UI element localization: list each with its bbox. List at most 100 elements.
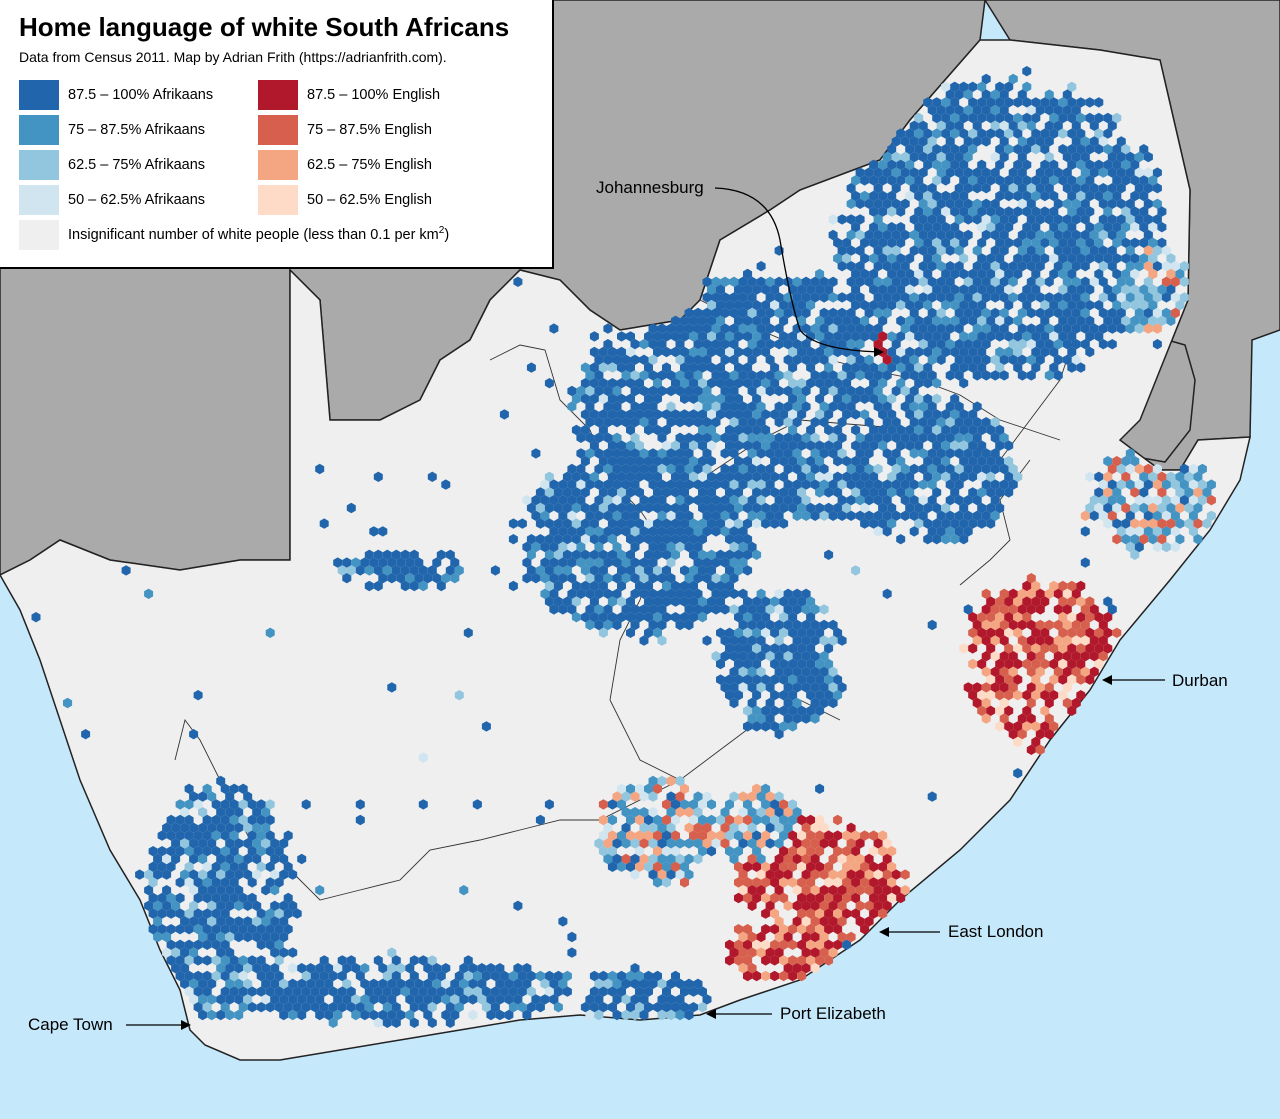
hexagon-cell	[522, 495, 532, 506]
hexagon-cell	[842, 471, 852, 482]
hexagon-cell	[981, 307, 991, 319]
hexagon-cell	[891, 354, 901, 365]
hexagon-cell	[567, 401, 577, 412]
hexagon-cell	[950, 112, 960, 124]
hexagon-cell	[977, 456, 987, 467]
hexagon-cell	[954, 526, 964, 537]
hexagon-cell	[707, 471, 716, 482]
hexagon-cell	[923, 222, 933, 233]
hexagon-cell	[626, 346, 635, 358]
hexagon-cell	[1049, 159, 1059, 170]
hexagon-cell	[1139, 237, 1149, 248]
hexagon-cell	[684, 385, 694, 397]
hexagon-cell	[972, 276, 982, 287]
hexagon-cell	[1157, 237, 1167, 248]
hexagon-cell	[711, 276, 721, 287]
hexagon-cell	[1193, 471, 1203, 482]
hexagon-cell	[598, 393, 608, 404]
hexagon-cell	[698, 346, 707, 358]
hexagon-cell	[1031, 190, 1041, 202]
hexagon-cell	[945, 448, 955, 459]
hexagon-cell	[774, 510, 784, 521]
hexagon-cell	[954, 198, 964, 209]
hexagon-cell	[626, 487, 635, 498]
hexagon-cell	[941, 331, 951, 342]
hexagon-cell	[1085, 159, 1095, 170]
hexagon-cell	[995, 440, 1005, 451]
hexagon-cell	[1161, 479, 1171, 490]
hexagon-cell	[801, 510, 811, 521]
hexagon-cell	[1143, 167, 1153, 178]
hexagon-cell	[1125, 526, 1135, 537]
hexagon-cell	[648, 557, 658, 568]
hexagon-cell	[824, 284, 834, 295]
legend-label: 87.5 – 100% Afrikaans	[68, 87, 214, 103]
hexagon-cell	[837, 261, 847, 272]
hexagon-cell	[734, 487, 743, 498]
hexagon-cell	[896, 378, 906, 389]
hexagon-cell	[1161, 526, 1171, 537]
hexagon-cell	[544, 518, 554, 529]
hexagon-cell	[1008, 183, 1018, 194]
hexagon-cell	[1148, 237, 1158, 248]
hexagon-cell	[689, 409, 698, 420]
hexagon-cell	[1062, 276, 1072, 287]
hexagon-cell	[734, 549, 743, 560]
hexagon-cell	[1080, 245, 1090, 256]
hexagon-cell	[986, 518, 996, 529]
hexagon-cell	[1031, 128, 1041, 139]
hexagon-cell	[810, 370, 820, 381]
hexagon-cell	[995, 144, 1005, 155]
hexagon-cell	[680, 362, 689, 373]
hexagon-cell	[698, 331, 707, 342]
hexagon-cell	[792, 432, 802, 443]
hexagon-cell	[716, 315, 725, 326]
hexagon-cell	[792, 448, 802, 459]
hexagon-cell	[1094, 97, 1104, 108]
hexagon-cell	[774, 370, 784, 381]
hexagon-cell	[909, 214, 919, 225]
hexagon-cell	[684, 479, 694, 490]
hexagon-cell	[846, 495, 856, 506]
hexagon-cell	[1013, 112, 1023, 124]
hexagon-cell	[549, 479, 559, 490]
hexagon-cell	[923, 300, 933, 311]
hexagon-cell	[941, 159, 951, 170]
hexagon-cell	[612, 354, 622, 365]
hexagon-cell	[837, 323, 847, 334]
hexagon-cell	[1062, 229, 1072, 241]
hexagon-cell	[1170, 261, 1180, 272]
hexagon-cell	[842, 393, 852, 404]
hexagon-cell	[810, 276, 820, 287]
hexagon-cell	[387, 573, 397, 584]
hexagon-cell	[882, 510, 892, 521]
hexagon-cell	[855, 448, 865, 459]
hexagon-cell	[531, 573, 541, 584]
hexagon-cell	[761, 300, 771, 311]
hexagon-cell	[1143, 495, 1153, 506]
hexagon-cell	[639, 463, 649, 475]
hexagon-cell	[1017, 120, 1027, 131]
hexagon-cell	[869, 487, 879, 498]
hexagon-cell	[941, 112, 951, 124]
hexagon-cell	[999, 463, 1009, 475]
hexagon-cell	[941, 206, 951, 217]
hexagon-cell	[950, 393, 960, 404]
hexagon-cell	[1161, 292, 1171, 303]
hexagon-cell	[729, 401, 739, 412]
hexagon-cell	[1112, 190, 1122, 202]
hexagon-cell	[1035, 229, 1045, 241]
hexagon-cell	[630, 510, 640, 521]
hexagon-cell	[567, 495, 577, 506]
hexagon-cell	[747, 276, 757, 287]
hexagon-cell	[1044, 339, 1054, 350]
hexagon-cell	[824, 409, 834, 420]
hexagon-cell	[666, 370, 676, 381]
map-subtitle: Data from Census 2011. Map by Adrian Fri…	[19, 49, 447, 65]
hexagon-cell	[995, 253, 1005, 264]
hexagon-cell	[1148, 284, 1158, 295]
hexagon-cell	[499, 409, 509, 420]
hexagon-cell	[824, 378, 834, 389]
hexagon-cell	[932, 175, 942, 186]
hexagon-cell	[788, 487, 798, 498]
